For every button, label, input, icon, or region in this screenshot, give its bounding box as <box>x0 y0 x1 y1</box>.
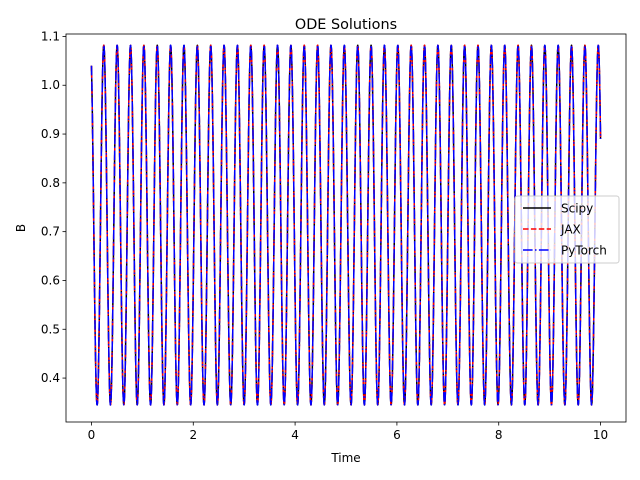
x-tick-label: 10 <box>593 428 608 442</box>
y-axis-label: B <box>14 224 28 232</box>
y-tick-label: 0.4 <box>41 371 60 385</box>
y-tick-label: 1.0 <box>41 78 60 92</box>
y-axis-ticks: 0.4 0.5 0.6 0.7 0.8 0.9 1.0 1.1 <box>41 29 66 385</box>
y-tick-label: 1.1 <box>41 29 60 43</box>
x-tick-label: 2 <box>189 428 197 442</box>
y-tick-label: 0.5 <box>41 322 60 336</box>
x-tick-label: 0 <box>88 428 96 442</box>
y-tick-label: 0.7 <box>41 225 60 239</box>
y-tick-label: 0.8 <box>41 176 60 190</box>
plot-frame <box>65 33 627 423</box>
x-tick-label: 6 <box>393 428 401 442</box>
legend-label-scipy: Scipy <box>561 202 593 216</box>
legend-box <box>514 195 620 264</box>
series-line-pytorch <box>90 44 602 406</box>
chart-title: ODE Solutions <box>295 17 397 33</box>
legend[interactable]: Scipy JAX PyTorch <box>514 195 620 264</box>
x-tick-label: 8 <box>495 428 503 442</box>
x-axis-ticks: 0 2 4 6 8 10 <box>88 422 608 442</box>
x-tick-label: 4 <box>291 428 299 442</box>
x-axis-label: Time <box>330 451 360 465</box>
y-tick-label: 0.6 <box>41 273 60 287</box>
series-line-jax <box>90 44 602 406</box>
legend-label-jax: JAX <box>560 223 581 237</box>
y-tick-label: 0.9 <box>41 127 60 141</box>
legend-label-pytorch: PyTorch <box>561 244 607 258</box>
series-lines <box>90 44 602 406</box>
